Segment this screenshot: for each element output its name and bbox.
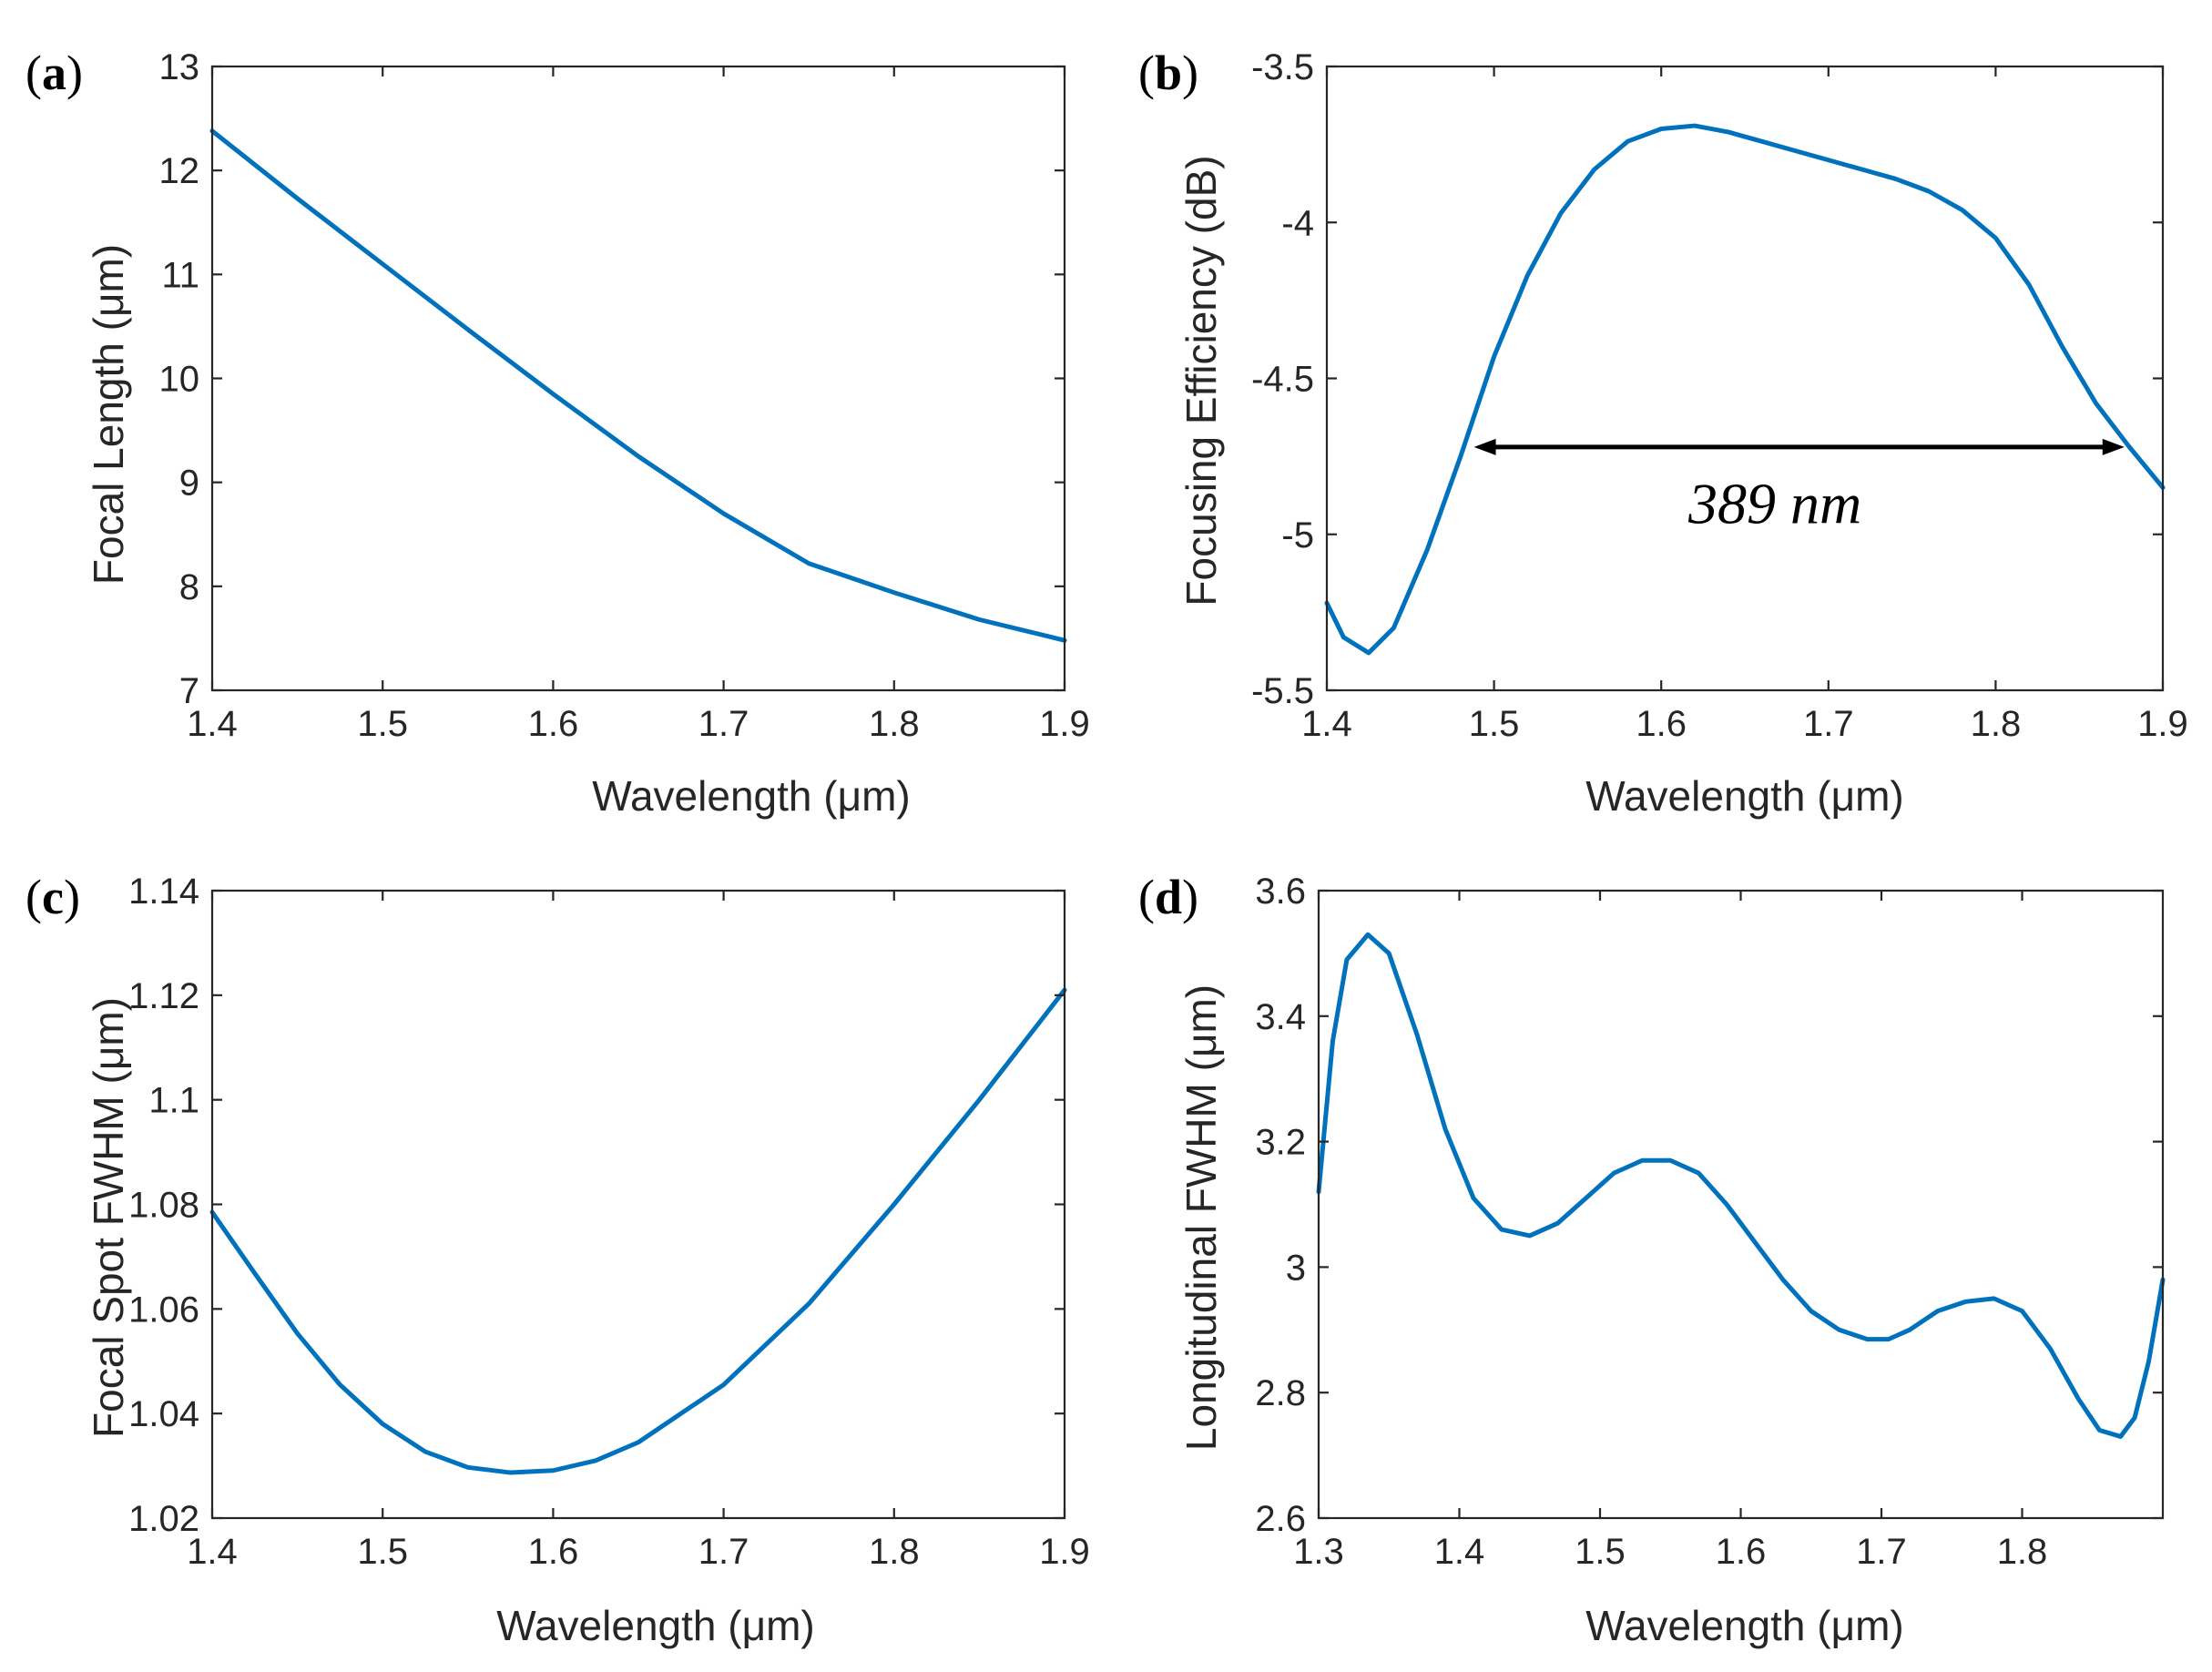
panel-c-x-tick-label: 1.4 [187, 1532, 238, 1572]
panel-b-label: (b) [1138, 46, 1198, 100]
panel-d-series-line-0 [1316, 932, 2166, 1439]
panel-d-x-axis-label: Wavelength (μm) [1585, 1602, 1903, 1649]
panel-a-y-tick-label: 8 [179, 567, 199, 607]
panel-a-x-tick-label: 1.8 [869, 704, 920, 744]
panel-b-letter: b [1155, 46, 1182, 100]
panel-b-y-tick-label: -4.5 [1251, 360, 1314, 400]
panel-c-x-tick-label: 1.8 [869, 1532, 920, 1572]
panel-a-y-tick-label: 11 [161, 255, 199, 295]
panel-c-x-tick-label: 1.7 [698, 1532, 749, 1572]
panel-b-y-tick-label: -5 [1281, 515, 1314, 556]
panel-c-y-tick-label: 1.1 [148, 1081, 199, 1121]
panel-d-x-tick-label: 1.4 [1434, 1532, 1485, 1572]
panel-d-y-tick-label: 3.4 [1255, 997, 1306, 1037]
panel-c-y-tick-label: 1.06 [128, 1290, 199, 1330]
panel-d-x-tick-label: 1.8 [1997, 1532, 2048, 1572]
panel-b-x-tick-label: 1.5 [1469, 704, 1520, 744]
panel-a-x-tick-label: 1.5 [357, 704, 408, 744]
panel-a-x-tick-label: 1.9 [1039, 704, 1090, 744]
panel-a-y-tick-label: 9 [179, 464, 199, 504]
panel-b-x-axis-label: Wavelength (μm) [1585, 772, 1903, 820]
panel-b-bandwidth-annotation: 389 nm [1687, 472, 1861, 536]
panel-c-y-tick-label: 1.14 [128, 872, 199, 912]
panel-a-y-axis-label: Focal Length (μm) [85, 244, 132, 585]
panel-d-label: (d) [1138, 870, 1198, 924]
panel-d-y-axis-label: Longitudinal FWHM (μm) [1177, 984, 1225, 1451]
panel-d-x-tick-label: 1.6 [1716, 1532, 1767, 1572]
panel-a-focal-length: (a) Wavelength (μm) Focal Length (μm) 1.… [25, 46, 1090, 820]
panel-c-letter: c [42, 870, 64, 924]
panel-b-arrowhead-right [2102, 438, 2125, 455]
panel-b-x-tick-label: 1.9 [2137, 704, 2188, 744]
panel-a-x-tick-label: 1.6 [528, 704, 579, 744]
panel-a-y-tick-label: 10 [159, 360, 200, 400]
panel-c-series-line-0 [209, 987, 1067, 1475]
panel-c-y-tick-label: 1.04 [128, 1394, 199, 1434]
panel-b-y-tick-label: -4 [1281, 203, 1314, 243]
panel-d-x-tick-label: 1.5 [1575, 1532, 1626, 1572]
panel-c-x-tick-label: 1.6 [528, 1532, 579, 1572]
panel-c-focal-spot-fwhm: (c) Wavelength (μm) Focal Spot FWHM (μm)… [25, 870, 1090, 1649]
panel-a-letter: a [42, 46, 66, 100]
panel-b-x-tick-label: 1.4 [1301, 704, 1352, 744]
panel-c-x-axis-label: Wavelength (μm) [496, 1602, 814, 1649]
panel-b-x-tick-label: 1.8 [1971, 704, 2022, 744]
panel-d-y-tick-label: 3.6 [1255, 872, 1306, 912]
panel-c-y-axis-label: Focal Spot FWHM (μm) [85, 997, 132, 1438]
panel-d-y-tick-label: 3.2 [1255, 1123, 1306, 1163]
panel-c-x-tick-label: 1.9 [1039, 1532, 1090, 1572]
panel-a-x-axis-label: Wavelength (μm) [592, 772, 910, 820]
panel-b-y-axis-label: Focusing Efficiency (dB) [1177, 155, 1225, 606]
panel-c-y-tick-label: 1.08 [128, 1186, 199, 1226]
panel-d-longitudinal-fwhm: (d) Wavelength (μm) Longitudinal FWHM (μ… [1138, 870, 2166, 1649]
panel-a-y-tick-label: 13 [159, 47, 200, 87]
panel-b-y-tick-label: -3.5 [1251, 47, 1314, 87]
panel-c-y-tick-label: 1.02 [128, 1499, 199, 1539]
panel-a-series-line-0 [209, 128, 1067, 643]
panel-d-y-tick-label: 2.8 [1255, 1373, 1306, 1413]
panel-a-y-tick-label: 7 [179, 671, 199, 711]
panel-d-y-tick-label: 3 [1286, 1248, 1306, 1288]
panel-a-x-tick-label: 1.4 [187, 704, 238, 744]
panel-b-x-tick-label: 1.7 [1803, 704, 1854, 744]
panel-b-series-line-0 [1324, 123, 2166, 656]
panel-d-y-tick-label: 2.6 [1255, 1499, 1306, 1539]
panel-c-x-tick-label: 1.5 [357, 1532, 408, 1572]
panel-b-x-tick-label: 1.6 [1636, 704, 1687, 744]
panel-b-y-tick-label: -5.5 [1251, 671, 1314, 711]
panel-a-y-tick-label: 12 [159, 151, 200, 191]
panel-b-arrowhead-left [1473, 438, 1496, 455]
panel-d-x-tick-label: 1.7 [1856, 1532, 1907, 1572]
panel-b-focusing-efficiency: (b) Wavelength (μm) Focusing Efficiency … [1138, 46, 2188, 820]
panel-a-label: (a) [25, 46, 83, 100]
panel-d-x-tick-label: 1.3 [1293, 1532, 1344, 1572]
panel-c-y-tick-label: 1.12 [128, 976, 199, 1016]
panel-d-letter: d [1155, 870, 1182, 924]
panel-a-x-tick-label: 1.7 [698, 704, 749, 744]
panel-c-label: (c) [25, 870, 80, 924]
